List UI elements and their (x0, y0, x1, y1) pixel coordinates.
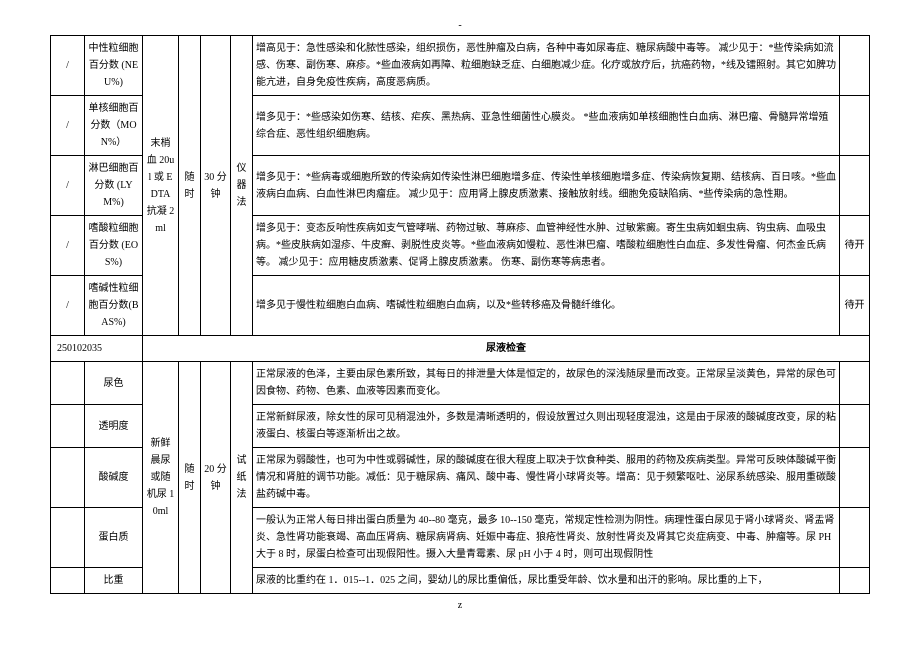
cell-code: 250102035 (51, 336, 143, 362)
cell-blank (51, 448, 85, 508)
cell-sample: 新鲜晨尿或随机尿 10ml (143, 362, 179, 594)
cell-item-name: 酸碱度 (85, 448, 143, 508)
cell-status (840, 156, 870, 216)
cell-desc: 增多见于：变态反响性疾病如支气管哮喘、药物过敏、荨麻疹、血管神经性水肿、过敏紫癜… (253, 216, 840, 276)
cell-status: 待开 (840, 276, 870, 336)
cell-method: 仪器法 (231, 36, 253, 336)
cell-status: 待开 (840, 216, 870, 276)
cell-item-name: 单核细胞百分数（MON%） (85, 96, 143, 156)
cell-slash: / (51, 96, 85, 156)
cell-status (840, 508, 870, 568)
cell-status (840, 448, 870, 508)
section-title: 尿液检查 (143, 336, 870, 362)
cell-duration: 30 分钟 (201, 36, 231, 336)
cell-timing: 随时 (179, 362, 201, 594)
cell-item-name: 透明度 (85, 405, 143, 448)
section-header-row: 250102035 尿液检查 (51, 336, 870, 362)
cell-slash: / (51, 276, 85, 336)
cell-blank (51, 508, 85, 568)
cell-status (840, 36, 870, 96)
cell-item-name: 淋巴细胞百分数 (LYM%) (85, 156, 143, 216)
cell-status (840, 568, 870, 594)
cell-blank (51, 568, 85, 594)
table-row: / 中性粒细胞百分数 (NEU%) 末梢血 20ul 或 EDTA 抗凝 2ml… (51, 36, 870, 96)
cell-desc: 增多见于：*些病毒或细胞所致的传染病如传染性淋巴细胞增多症、传染性单核细胞增多症… (253, 156, 840, 216)
cell-sample: 末梢血 20ul 或 EDTA 抗凝 2ml (143, 36, 179, 336)
cell-blank (51, 362, 85, 405)
cell-desc: 尿液的比重约在 1．015--1．025 之间，婴幼儿的尿比重偏低，尿比重受年龄… (253, 568, 840, 594)
cell-item-name: 中性粒细胞百分数 (NEU%) (85, 36, 143, 96)
cell-status (840, 96, 870, 156)
top-marker: - (50, 20, 870, 31)
cell-desc: 正常尿液的色泽，主要由尿色素所致，其每日的排泄量大体是恒定的，故尿色的深浅随尿量… (253, 362, 840, 405)
cell-desc: 正常新鲜尿液，除女性的尿可见稍混浊外，多数是清晰透明的，假设放置过久则出现轻度混… (253, 405, 840, 448)
cell-blank (51, 405, 85, 448)
cell-status (840, 405, 870, 448)
cell-item-name: 嗜碱性粒细胞百分数(BAS%) (85, 276, 143, 336)
cell-desc: 正常尿为弱酸性，也可为中性或弱碱性，尿的酸碱度在很大程度上取决于饮食种类、服用的… (253, 448, 840, 508)
cell-item-name: 比重 (85, 568, 143, 594)
cell-slash: / (51, 156, 85, 216)
cell-slash: / (51, 36, 85, 96)
medical-table: / 中性粒细胞百分数 (NEU%) 末梢血 20ul 或 EDTA 抗凝 2ml… (50, 35, 870, 594)
cell-duration: 20 分钟 (201, 362, 231, 594)
cell-status (840, 362, 870, 405)
cell-desc: 增高见于：急性感染和化脓性感染，组织损伤，恶性肿瘤及白病，各种中毒如尿毒症、糖尿… (253, 36, 840, 96)
cell-item-name: 嗜酸粒细胞百分数 (EOS%) (85, 216, 143, 276)
cell-desc: 增多见于慢性粒细胞白血病、嗜碱性粒细胞白血病，以及*些转移癌及骨髓纤维化。 (253, 276, 840, 336)
cell-method: 试纸法 (231, 362, 253, 594)
cell-desc: 增多见于：*些感染如伤寒、结核、疟疾、黑热病、亚急性细菌性心膜炎。 *些血液病如… (253, 96, 840, 156)
cell-slash: / (51, 216, 85, 276)
cell-item-name: 蛋白质 (85, 508, 143, 568)
cell-timing: 随时 (179, 36, 201, 336)
cell-item-name: 尿色 (85, 362, 143, 405)
table-row: 尿色 新鲜晨尿或随机尿 10ml 随时 20 分钟 试纸法 正常尿液的色泽，主要… (51, 362, 870, 405)
cell-desc: 一般认为正常人每日排出蛋白质量为 40--80 毫克，最多 10--150 毫克… (253, 508, 840, 568)
footer-marker: z (50, 600, 870, 611)
